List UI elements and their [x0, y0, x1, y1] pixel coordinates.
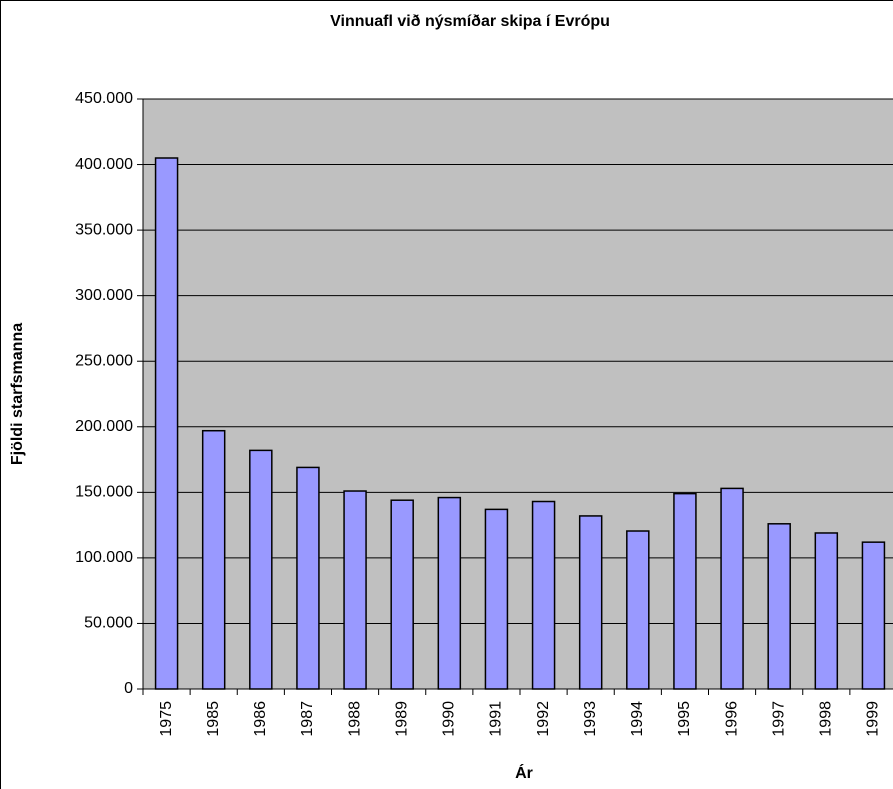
y-tick-label: 350.000: [75, 221, 133, 238]
bar: [767, 523, 791, 690]
bar: [343, 490, 367, 690]
x-tick-label: 1999: [865, 701, 882, 737]
y-tick-label: 50.000: [84, 615, 133, 632]
x-tick-label: 1993: [582, 701, 599, 737]
x-tick-label: 1985: [205, 701, 222, 737]
x-tick-label: 1996: [723, 701, 740, 737]
bar: [861, 541, 886, 690]
x-tick-label: 1991: [488, 701, 505, 737]
bar: [437, 496, 462, 690]
x-tick-label: 1997: [770, 701, 787, 737]
y-tick-label: 150.000: [75, 484, 133, 501]
y-tick-label: 100.000: [75, 549, 133, 566]
bar: [249, 449, 273, 690]
y-tick-label: 200.000: [75, 418, 133, 435]
bar: [814, 532, 839, 690]
chart-title: Vinnuafl við nýsmíðar skipa í Evrópu: [330, 13, 610, 30]
x-tick-label: 1998: [818, 701, 835, 737]
bar: [296, 466, 320, 690]
y-tick-label: 450.000: [75, 90, 133, 107]
x-tick-label: 1995: [676, 701, 693, 737]
bar: [578, 515, 603, 690]
x-tick-label: 1975: [158, 701, 175, 737]
bar: [720, 487, 744, 690]
bar: [154, 157, 179, 690]
x-axis-title: Ár: [515, 763, 533, 782]
x-tick-label: 1994: [629, 701, 646, 737]
x-tick-label: 1990: [441, 701, 458, 737]
bar: [390, 499, 414, 690]
x-tick-label: 1988: [346, 701, 363, 737]
y-tick-label: 400.000: [75, 156, 133, 173]
bar: [484, 508, 509, 690]
bar: [673, 492, 697, 690]
y-axis-title: Fjöldi starfsmanna: [9, 323, 26, 465]
x-tick-label: 1986: [252, 701, 269, 737]
y-tick-label: 250.000: [75, 352, 133, 369]
bar: [626, 530, 650, 690]
x-tick-label: 1992: [535, 701, 552, 737]
y-tick-label: 300.000: [75, 287, 133, 304]
x-tick-label: 1987: [299, 701, 316, 737]
y-tick-label: 0: [124, 680, 133, 697]
bar: [531, 500, 556, 690]
x-tick-label: 1989: [393, 701, 410, 737]
bar: [201, 429, 226, 690]
